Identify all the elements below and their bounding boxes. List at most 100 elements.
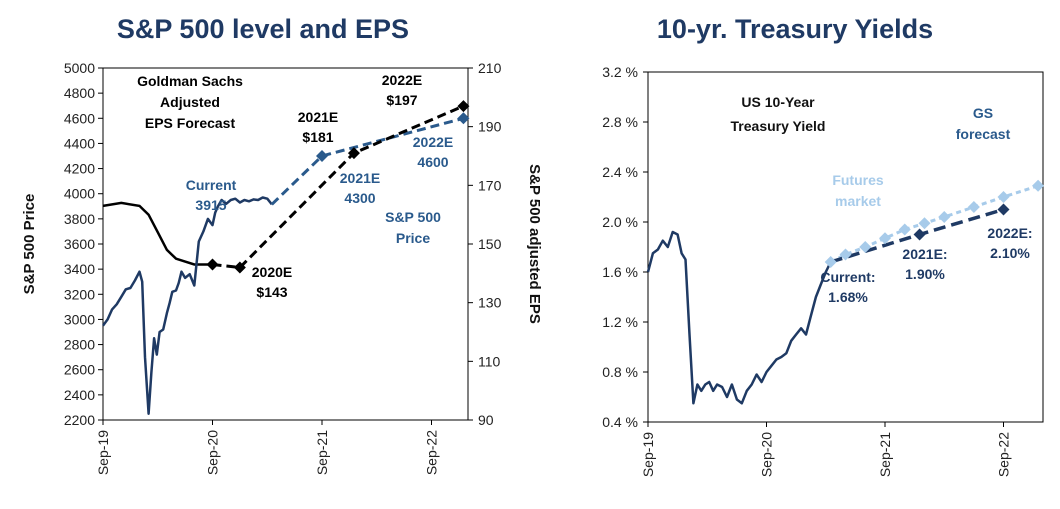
annotation-line: 2022E (413, 134, 453, 150)
chart-title: 10-yr. Treasury Yields (657, 14, 933, 44)
annotation-line: 4300 (344, 190, 375, 206)
annotation-line: Goldman Sachs (137, 73, 243, 89)
futures-marker (824, 256, 837, 268)
y2-tick-label: 130 (478, 295, 502, 311)
annotation-line: Futures (832, 172, 884, 188)
x-tick-label: Sep-21 (877, 432, 893, 477)
y-axis-right: 90 110 130 150 170 190 210 (468, 60, 502, 428)
annotation-line: 2020E (252, 264, 292, 280)
y2-tick-label: 170 (478, 177, 502, 193)
annotation-2022e-price: 2022E 4600 (413, 134, 453, 170)
y-tick-label: 2800 (64, 337, 95, 353)
futures-marker (918, 217, 931, 230)
annotation-line: 2022E (382, 72, 422, 88)
annotation-line: GS (973, 105, 993, 121)
y-tick-label: 2400 (64, 387, 95, 403)
annotation-line: 2021E (340, 170, 380, 186)
y-tick-label: 3.2 % (602, 64, 638, 80)
y2-tick-label: 90 (478, 412, 494, 428)
y-tick-label: 3400 (64, 261, 95, 277)
futures-marker (879, 232, 891, 245)
annotation-line: $181 (302, 129, 333, 145)
y-axis-left: 2200 2400 2600 2800 3000 3200 3400 3600 3800 4000… (64, 60, 103, 428)
series-line-yield (646, 230, 832, 405)
futures-marker (997, 191, 1010, 203)
y2-tick-label: 110 (478, 353, 501, 369)
price-forecast-marker (316, 150, 328, 162)
eps-forecast-marker (347, 147, 360, 160)
y-tick-label: 4800 (64, 85, 95, 101)
inner-title-line: Treasury Yield (731, 118, 826, 134)
annotation-line: 1.90% (905, 266, 945, 282)
x-tick-label: Sep-22 (996, 432, 1012, 477)
y-tick-label: 3800 (64, 211, 95, 227)
annotation-gs-forecast: GS forecast (956, 105, 1011, 142)
annotation-line: forecast (956, 126, 1011, 142)
chart-title: S&P 500 level and EPS (117, 14, 409, 44)
y-tick-label: 4600 (64, 110, 95, 126)
y-tick-label: 3600 (64, 236, 95, 252)
y-tick-label: 1.2 % (602, 314, 638, 330)
x-axis: Sep-19 Sep-20 Sep-21 Sep-22 (95, 420, 440, 475)
inner-title-line: US 10-Year (741, 94, 815, 110)
futures-marker (938, 211, 951, 223)
futures-marker (898, 223, 911, 236)
plot-frame (647, 71, 1044, 423)
annotation-2021e-eps: 2021E $181 (298, 109, 338, 145)
annotation-eps-box: Goldman Sachs Adjusted EPS Forecast (137, 73, 243, 131)
y-axis-left: 0.4 % 0.8 % 1.2 % 1.6 % 2.0 % 2.4 % 2.8 % 3.2 % (602, 64, 648, 430)
annotation-line: 3915 (195, 197, 226, 213)
y-tick-label: 3000 (64, 311, 95, 327)
annotation-line: Adjusted (160, 94, 220, 110)
futures-marker (967, 201, 980, 213)
inner-title: US 10-Year Treasury Yield (731, 94, 826, 134)
annotation-futures: Futures market (832, 172, 884, 209)
annotation-2022e-eps: 2022E $197 (382, 72, 422, 108)
futures-marker (859, 241, 872, 253)
y-tick-label: 0.4 % (602, 414, 638, 430)
y2-tick-label: 190 (478, 119, 502, 135)
y-tick-label: 1.6 % (602, 264, 638, 280)
y-tick-label: 5000 (64, 60, 95, 76)
y-tick-label: 4400 (64, 135, 95, 151)
annotation-line: $143 (256, 284, 287, 300)
annotation-line: 2021E: (902, 246, 947, 262)
y-tick-label: 2600 (64, 362, 95, 378)
annotation-line: Price (396, 230, 430, 246)
annotation-line: S&P 500 (385, 209, 441, 225)
futures-marker (839, 248, 852, 261)
series-group (101, 100, 470, 415)
x-tick-label: Sep-19 (95, 430, 111, 475)
series-group (646, 179, 1045, 405)
futures-marker (1032, 179, 1045, 192)
gs-forecast-marker (997, 203, 1010, 216)
annotation-line: 4600 (417, 154, 448, 170)
annotation-line: $197 (386, 92, 417, 108)
y-tick-label: 4000 (64, 186, 95, 202)
y-tick-label: 2.4 % (602, 164, 638, 180)
annotation-line: 1.68% (828, 289, 868, 305)
annotation-2020e: 2020E $143 (252, 264, 292, 300)
x-tick-label: Sep-19 (640, 432, 656, 477)
x-tick-label: Sep-20 (759, 432, 775, 477)
annotation-line: 2022E: (987, 225, 1032, 241)
y-tick-label: 2.8 % (602, 114, 638, 130)
annotation-current: Current: 1.68% (820, 269, 875, 305)
y2-tick-label: 210 (478, 60, 502, 76)
annotation-sp-label: S&P 500 Price (385, 209, 441, 246)
annotation-line: 2021E (298, 109, 338, 125)
treasury-chart: 10-yr. Treasury Yields 0.4 % 0.8 % 1.2 % 1.… (602, 14, 1045, 477)
annotation-line: market (835, 193, 881, 209)
x-tick-label: Sep-20 (205, 430, 221, 475)
y-tick-label: 2.0 % (602, 214, 638, 230)
annotation-line: 2.10% (990, 245, 1030, 261)
annotation-2021e-price: 2021E 4300 (340, 170, 380, 206)
eps-forecast-marker (206, 258, 219, 271)
x-tick-label: Sep-21 (314, 430, 330, 475)
y-tick-label: 3200 (64, 286, 95, 302)
annotation-2021e: 2021E: 1.90% (902, 246, 947, 282)
eps-forecast-marker (233, 261, 246, 274)
annotation-2022e: 2022E: 2.10% (987, 225, 1032, 261)
y2-tick-label: 150 (478, 236, 502, 252)
